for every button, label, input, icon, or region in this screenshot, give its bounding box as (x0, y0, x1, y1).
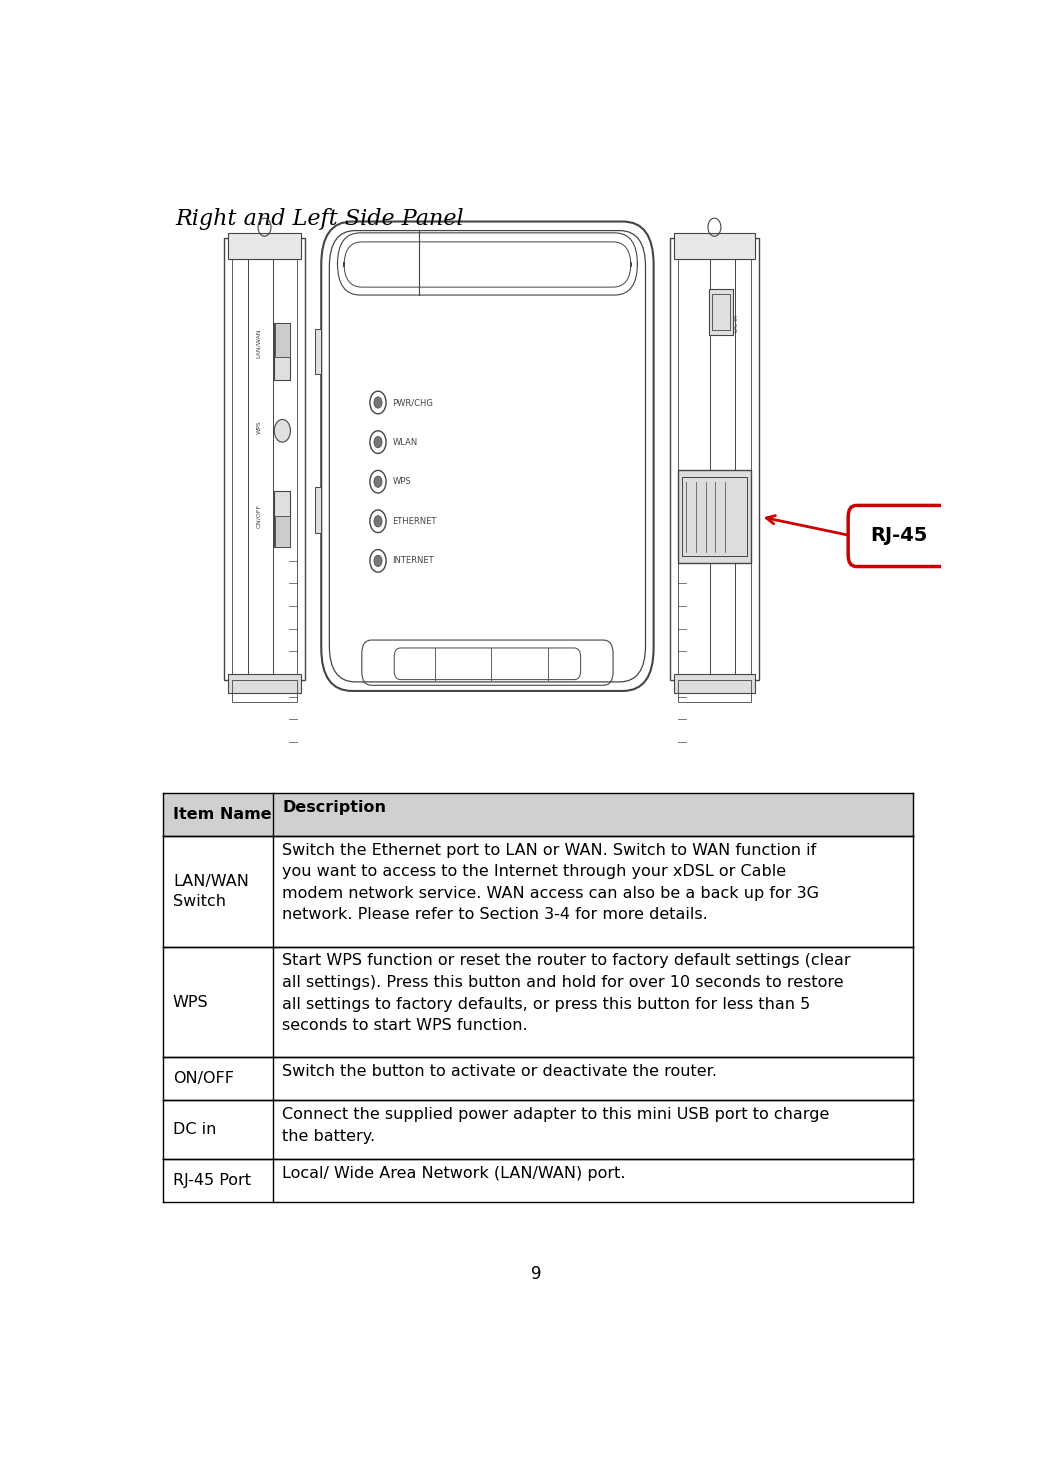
Text: INTERNET: INTERNET (392, 557, 434, 566)
Text: PWR/CHG: PWR/CHG (392, 398, 433, 407)
Bar (274, 323, 291, 380)
Bar (275, 323, 290, 357)
Bar (669, 238, 759, 680)
Text: RJ-45: RJ-45 (870, 526, 928, 545)
Bar (734, 238, 751, 680)
Bar (228, 232, 301, 259)
Bar (163, 793, 913, 836)
Text: LAN/WAN
Switch: LAN/WAN Switch (173, 874, 249, 908)
Bar (710, 238, 734, 680)
Text: Connect the supplied power adapter to this mini USB port to charge
the battery.: Connect the supplied power adapter to th… (282, 1108, 829, 1144)
Text: DC in: DC in (173, 1122, 217, 1137)
Bar (674, 674, 755, 693)
Text: WPS: WPS (173, 995, 208, 1009)
Bar (678, 470, 751, 563)
Circle shape (374, 555, 382, 567)
Bar (674, 232, 755, 259)
Bar (315, 329, 321, 375)
Text: WPS: WPS (392, 477, 411, 486)
Bar (274, 491, 291, 548)
Circle shape (374, 516, 382, 527)
Circle shape (374, 476, 382, 488)
Circle shape (374, 397, 382, 408)
Text: ON/OFF: ON/OFF (173, 1071, 234, 1087)
Text: Switch the Ethernet port to LAN or WAN. Switch to WAN function if
you want to ac: Switch the Ethernet port to LAN or WAN. … (282, 843, 819, 923)
Bar (678, 680, 751, 702)
Text: Start WPS function or reset the router to factory default settings (clear
all se: Start WPS function or reset the router t… (282, 953, 851, 1033)
Bar (273, 238, 297, 680)
Bar (709, 289, 733, 335)
Bar (712, 294, 730, 331)
Bar (224, 238, 305, 680)
FancyBboxPatch shape (848, 505, 950, 567)
Bar (248, 238, 273, 680)
Text: ETHERNET: ETHERNET (392, 517, 437, 526)
Bar (682, 477, 747, 557)
Text: Right and Left Side Panel: Right and Left Side Panel (176, 209, 464, 231)
Bar (678, 238, 710, 680)
Text: WLAN: WLAN (392, 438, 417, 447)
Circle shape (374, 436, 382, 448)
Text: Local/ Wide Area Network (LAN/WAN) port.: Local/ Wide Area Network (LAN/WAN) port. (282, 1166, 626, 1181)
Text: ON/OFF: ON/OFF (256, 504, 262, 527)
Text: DC in: DC in (734, 314, 738, 332)
Text: RJ-45 Port: RJ-45 Port (173, 1174, 251, 1188)
Bar (232, 238, 248, 680)
Text: LAN/WAN: LAN/WAN (256, 329, 262, 358)
Text: WPS: WPS (256, 420, 262, 435)
Bar (232, 680, 297, 702)
Circle shape (274, 420, 291, 442)
Text: Switch the button to activate or deactivate the router.: Switch the button to activate or deactiv… (282, 1064, 718, 1080)
Text: 9: 9 (530, 1265, 542, 1282)
Bar (228, 674, 301, 693)
Text: Description: Description (282, 799, 386, 814)
Bar (275, 516, 290, 548)
Text: Item Name: Item Name (173, 806, 272, 821)
Bar (315, 488, 321, 533)
